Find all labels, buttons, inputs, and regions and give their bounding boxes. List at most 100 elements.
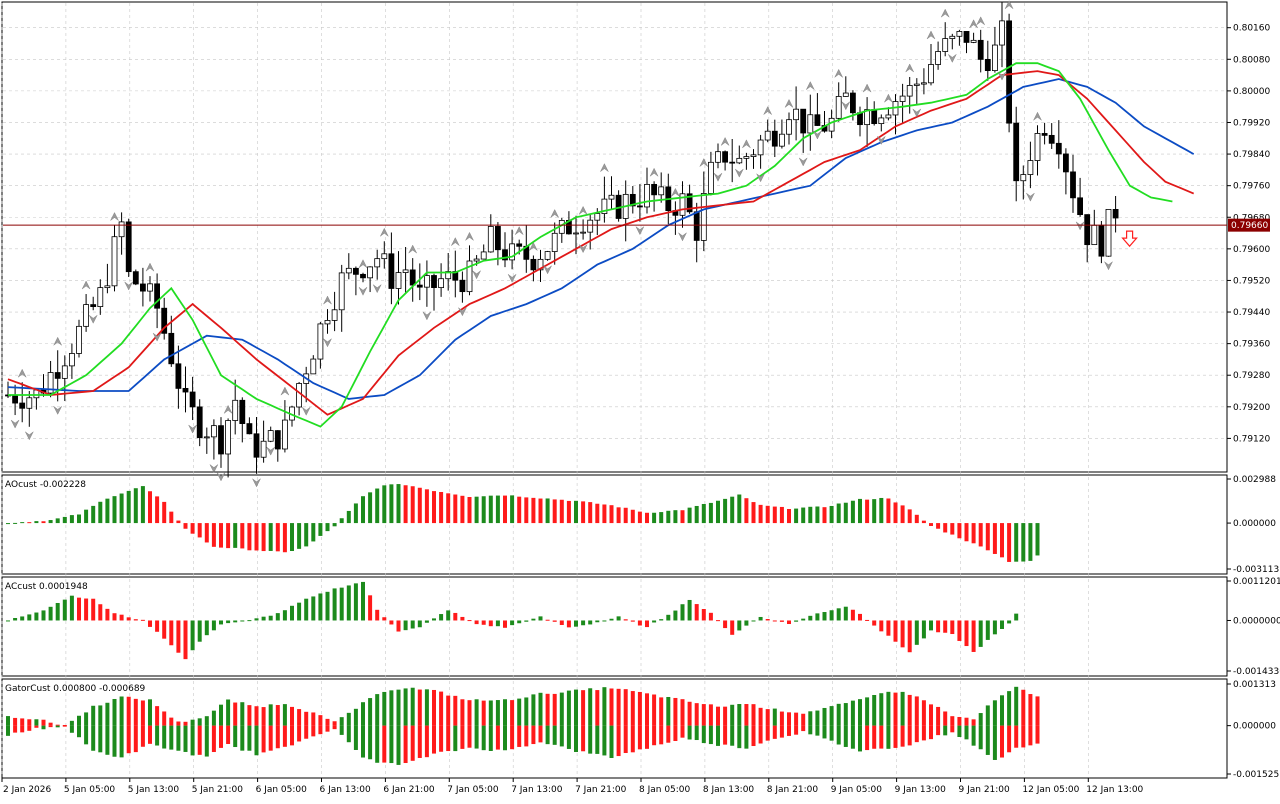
bull-candle (1027, 160, 1034, 175)
bear-candle (686, 193, 693, 213)
ac-bar (588, 620, 593, 625)
gator-upper-bar (666, 696, 671, 726)
fractal-down-arrow (373, 284, 382, 294)
ao-pane[interactable] (6, 484, 1040, 562)
ao-bar (964, 523, 969, 542)
gator-upper-bar (858, 699, 862, 726)
ac-bar (339, 587, 344, 621)
gator-lower-bar (339, 725, 344, 735)
ao-bar (403, 485, 408, 524)
price-pane[interactable] (3, 0, 1227, 488)
ac-bar (971, 620, 976, 652)
bear-candle (409, 269, 416, 286)
gator-upper-bar (268, 704, 273, 726)
ac-bar (680, 604, 685, 621)
ao-bar (737, 494, 742, 524)
alligator-lips-line (8, 62, 1173, 428)
gator-upper-bar (410, 687, 415, 726)
ac-bar (574, 620, 578, 627)
gator-lower-bar (907, 725, 912, 746)
bull-candle (487, 226, 494, 253)
fractal-down-arrow (877, 136, 886, 145)
gator-lower-bar (84, 725, 89, 745)
ac-bar (261, 616, 266, 621)
gator-lower-bar (261, 725, 266, 753)
bear-candle (977, 39, 984, 60)
ao-bar (27, 522, 32, 524)
ao-bar (155, 496, 160, 524)
gator-lower-bar (694, 725, 699, 741)
ao-bar (716, 500, 720, 524)
time-tick-label: 9 Jan 05:00 (831, 785, 883, 795)
ac-bar (439, 614, 444, 621)
fractal-up-arrow (671, 187, 680, 197)
ac-bar (595, 620, 600, 623)
ao-bar (673, 510, 678, 524)
ac-pane[interactable] (6, 581, 1019, 660)
ac-bar (637, 620, 642, 626)
fractal-down-arrow (912, 108, 921, 118)
gator-upper-bar (325, 718, 330, 726)
gator-lower-bar (417, 725, 422, 758)
ao-bar (552, 499, 557, 524)
ao-tick-label: -0.003113 (1233, 565, 1279, 575)
ac-bar (907, 620, 912, 653)
bull-candle (267, 430, 274, 442)
gator-upper-bar (495, 700, 500, 726)
gator-lower-bar (744, 725, 749, 749)
bear-candle (189, 391, 196, 408)
ac-bar (694, 604, 699, 621)
gator-tick-label: 0.001313 (1233, 680, 1276, 690)
ac-bar (808, 615, 813, 621)
price-axis: 0.80160 0.80080 0.80000 0.79920 0.79840 0.797… (1227, 24, 1280, 780)
ac-bar (403, 620, 408, 631)
gator-pane[interactable] (6, 686, 1040, 765)
gator-lower-bar (453, 725, 458, 752)
bull-candle (608, 194, 615, 200)
ao-bar (510, 495, 515, 524)
ao-bar (609, 505, 614, 524)
bear-candle (530, 258, 537, 271)
gator-lower-bar (510, 725, 515, 750)
gator-lower-bar (13, 725, 18, 733)
ac-bar (829, 610, 834, 621)
gator-upper-bar (290, 706, 294, 726)
gator-upper-bar (467, 700, 472, 726)
time-tick-label: 6 Jan 21:00 (383, 785, 435, 795)
bull-candle (260, 440, 267, 458)
gator-lower-bar (410, 725, 415, 761)
ao-bar (645, 512, 649, 524)
time-tick-label: 5 Jan 21:00 (192, 785, 244, 795)
ac-bar (964, 620, 969, 647)
gator-lower-bar (332, 725, 337, 730)
gator-lower-bar (1021, 725, 1026, 748)
ac-bar (659, 619, 664, 621)
gator-upper-bar (992, 700, 997, 726)
ao-bar (69, 515, 74, 524)
bear-candle (1041, 133, 1048, 136)
fractal-down-arrow (997, 71, 1007, 81)
ac-bar (538, 616, 543, 621)
gator-lower-bar (226, 725, 231, 744)
ao-bar (517, 496, 522, 524)
ac-bar (666, 614, 671, 621)
bear-candle (1077, 197, 1083, 216)
ac-bar (616, 616, 621, 621)
gator-lower-bar (609, 725, 614, 759)
fractal-up-arrow (763, 106, 772, 115)
ac-bar (275, 613, 280, 621)
ac-bar (204, 620, 209, 636)
bull-candle (281, 419, 288, 450)
ao-bar (588, 502, 593, 524)
bull-candle (878, 117, 885, 125)
ao-bar (169, 511, 174, 524)
ao-tick-label: 0.000000 (1233, 519, 1276, 529)
gator-upper-bar (282, 704, 287, 726)
ac-bar (559, 620, 564, 625)
bull-candle (423, 275, 430, 288)
fractal-up-arrow (380, 227, 389, 237)
bull-candle (921, 82, 927, 85)
ao-bar (531, 497, 536, 524)
